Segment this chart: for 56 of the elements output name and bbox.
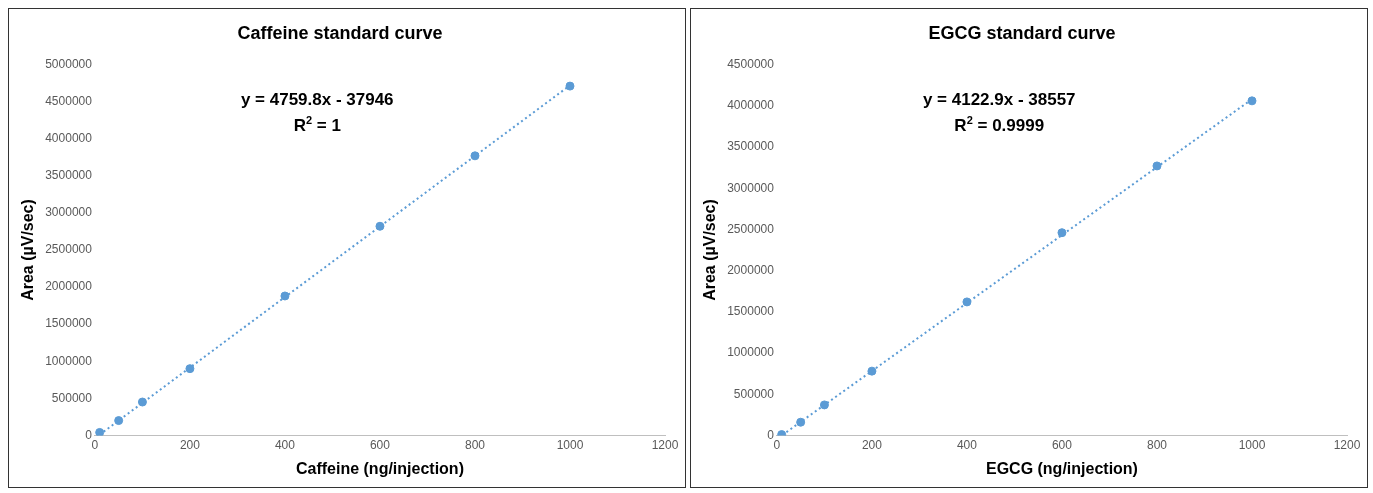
point (470, 151, 480, 161)
point (1152, 161, 1162, 171)
point (114, 416, 124, 426)
y-tick-label: 1500000 (727, 304, 775, 319)
y-tick-label: 0 (767, 427, 775, 442)
point (565, 81, 575, 91)
x-tick-label: 1200 (1333, 437, 1361, 452)
y-tick-label: 3500000 (727, 139, 775, 154)
point (280, 291, 290, 301)
x-tick-label: 200 (179, 437, 201, 452)
y-tick-label: 4500000 (45, 93, 93, 108)
y-tick-label: 1000000 (727, 345, 775, 360)
y-tick-label: 4000000 (727, 98, 775, 113)
y-tick-label: 3000000 (45, 205, 93, 220)
x-tick-label: 800 (464, 437, 486, 452)
x-tick-label: 1000 (556, 437, 584, 452)
y-tick-label: 3500000 (45, 168, 93, 183)
y-tick-label: 5000000 (45, 56, 93, 71)
annotation: y = 4122.9x - 38557 (922, 89, 1076, 109)
chart-title: Caffeine standard curve (237, 22, 443, 43)
y-tick-label: 0 (85, 427, 93, 442)
x-tick-label: 200 (861, 437, 883, 452)
x-tick-label: 600 (369, 437, 391, 452)
x-tick-label: 800 (1146, 437, 1168, 452)
y-tick-label: 4000000 (45, 131, 93, 146)
point (185, 364, 195, 374)
y-tick-label: 2500000 (45, 242, 93, 257)
y-tick-label: 500000 (51, 390, 93, 405)
y-tick-label: 1000000 (45, 353, 93, 368)
y-tick-label: 2000000 (45, 279, 93, 294)
point (375, 221, 385, 231)
point (137, 397, 147, 407)
point (962, 297, 972, 307)
y-tick-label: 2500000 (727, 221, 775, 236)
x-tick-label: 1200 (651, 437, 679, 452)
x-tick-label: 400 (274, 437, 296, 452)
annotation: y = 4759.8x - 37946 (240, 89, 394, 109)
point (95, 427, 105, 436)
x-axis-title: Caffeine (ng/injection) (295, 459, 464, 477)
point (867, 366, 877, 376)
y-tick-label: 2000000 (727, 262, 775, 277)
y-tick-label: 4500000 (727, 56, 775, 71)
y-tick-label: 500000 (733, 386, 775, 401)
point (796, 417, 806, 427)
y-axis-title: Area (µV/sec) (19, 199, 37, 301)
x-tick-label: 600 (1051, 437, 1073, 452)
y-tick-label: 3000000 (727, 180, 775, 195)
chart-title: EGCG standard curve (928, 22, 1116, 43)
y-axis-title: Area (µV/sec) (701, 199, 719, 301)
point (1247, 96, 1257, 106)
point (1057, 228, 1067, 238)
x-axis-title: EGCG (ng/injection) (985, 459, 1138, 477)
point (819, 400, 829, 410)
y-tick-label: 1500000 (45, 316, 93, 331)
x-tick-label: 400 (956, 437, 978, 452)
x-tick-label: 1000 (1238, 437, 1266, 452)
